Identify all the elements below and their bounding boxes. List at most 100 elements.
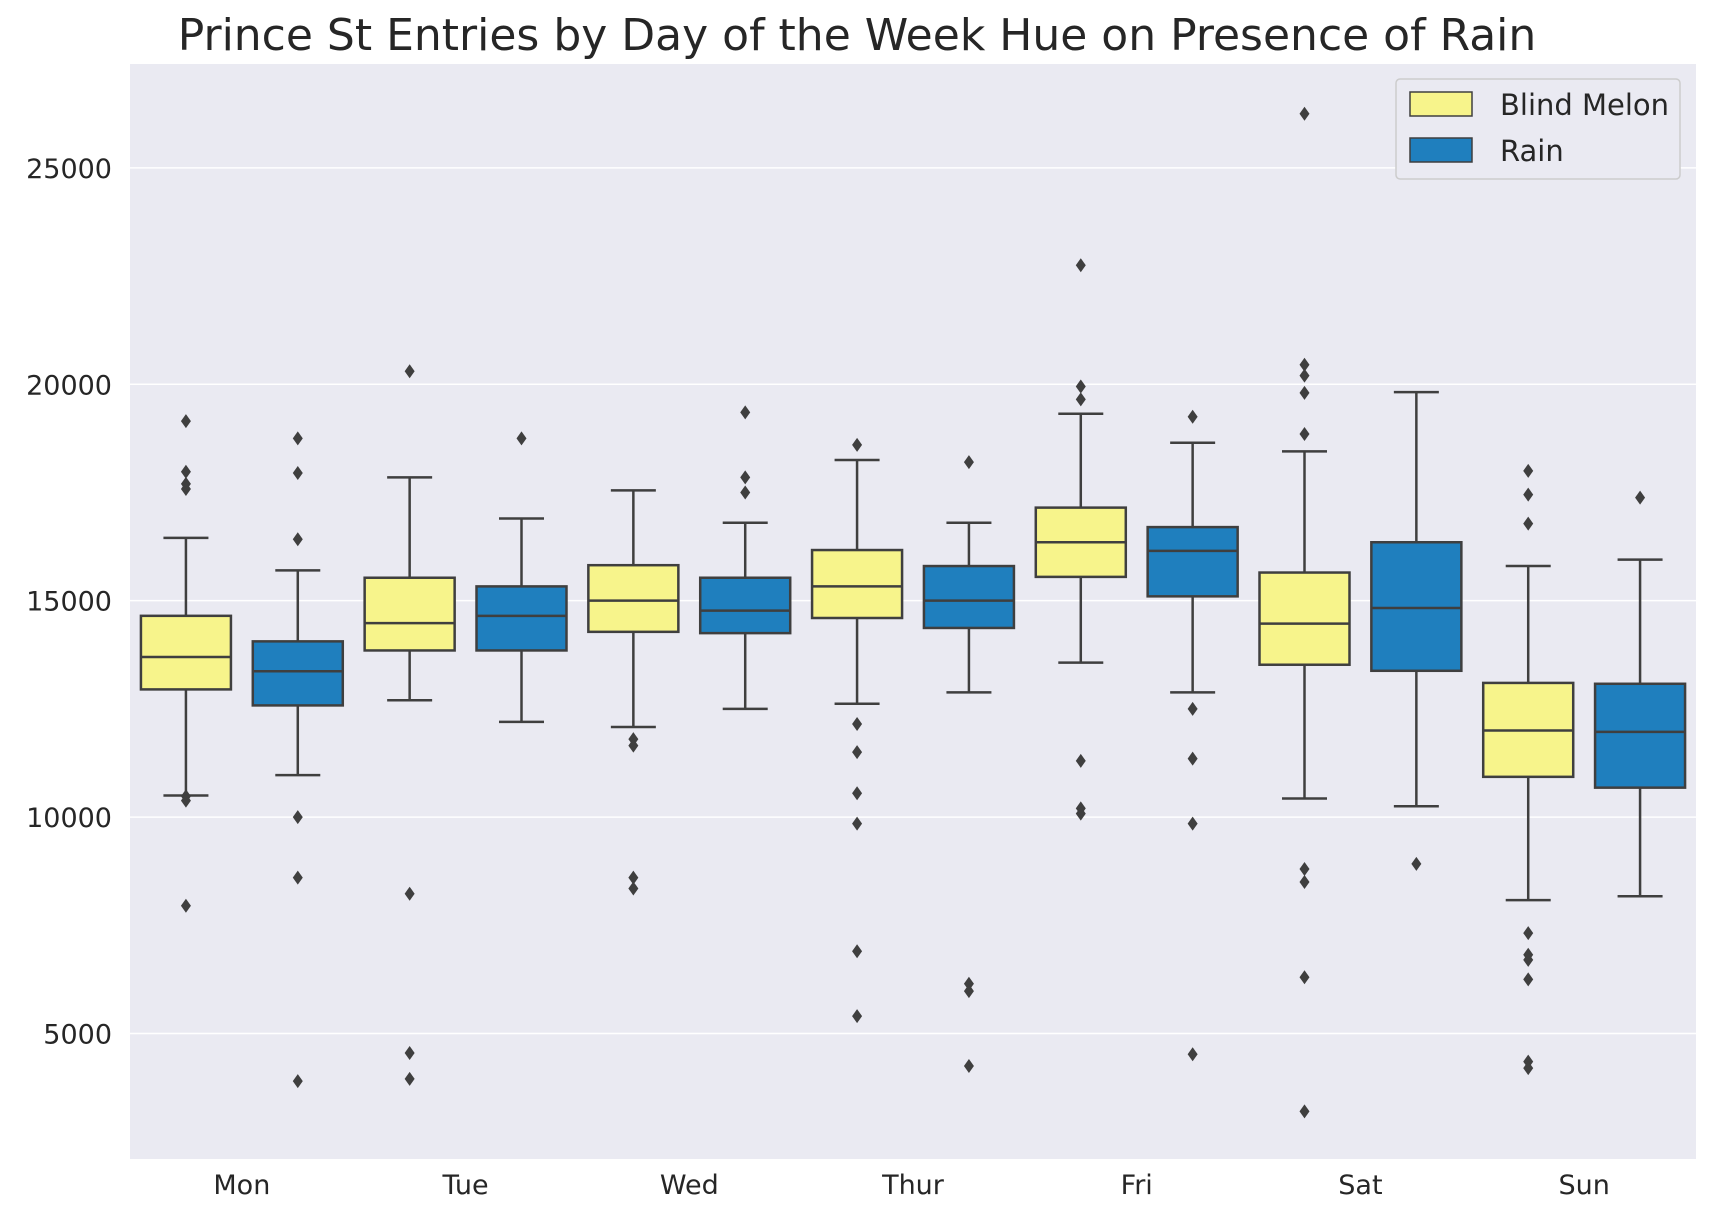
box-rain-sun: [1593, 490, 1687, 898]
outlier-point: [1075, 258, 1086, 273]
outlier-point: [628, 881, 639, 896]
outlier-point: [180, 898, 191, 913]
outlier-point: [404, 1071, 415, 1086]
y-axis-ticks: 5000 10000 15000 20000 25000: [26, 154, 112, 1051]
box-blind-melon-wed: [587, 489, 680, 896]
outlier-point: [1523, 972, 1534, 987]
outlier-point: [1075, 753, 1086, 768]
box-blind-melon-tue: [363, 364, 456, 1086]
outlier-point: [1523, 463, 1534, 478]
outlier-point: [404, 364, 415, 379]
x-tick-label: Mon: [213, 1170, 270, 1201]
outlier-point: [1075, 806, 1086, 821]
outlier-point: [852, 1009, 863, 1024]
iqr-box: [1258, 571, 1351, 666]
outlier-point: [180, 464, 191, 479]
legend-swatch-blind-melon: [1409, 91, 1473, 117]
outlier-point: [292, 810, 303, 825]
box-rain-thur: [922, 455, 1016, 1073]
outlier-point: [1299, 1104, 1310, 1119]
outlier-point: [1523, 952, 1534, 967]
box-blind-melon-fri: [1034, 258, 1128, 821]
boxes: [139, 106, 1687, 1119]
outlier-point: [292, 870, 303, 885]
outlier-point: [1411, 856, 1422, 871]
y-tick-label: 25000: [26, 154, 112, 185]
outlier-point: [1299, 106, 1310, 121]
outlier-point: [292, 431, 303, 446]
iqr-box: [1146, 525, 1239, 598]
y-tick-label: 10000: [26, 803, 112, 834]
outlier-point: [180, 414, 191, 429]
box-rain-tue: [475, 431, 568, 724]
box-blind-melon-sat: [1258, 106, 1351, 1119]
outlier-point: [1523, 926, 1534, 941]
outlier-point: [1299, 427, 1310, 442]
outlier-point: [1299, 385, 1310, 400]
outlier-point: [740, 405, 751, 420]
outlier-point: [1075, 392, 1086, 407]
x-axis-ticks: Mon Tue Wed Thur Fri Sat Sun: [213, 1170, 1609, 1201]
outlier-point: [404, 1045, 415, 1060]
outlier-point: [852, 437, 863, 452]
iqr-box: [587, 563, 680, 634]
outlier-point: [740, 485, 751, 500]
box-blind-melon-mon: [139, 414, 233, 913]
outlier-point: [180, 793, 191, 808]
outlier-point: [963, 976, 974, 991]
x-tick-label: Sun: [1558, 1170, 1609, 1201]
outlier-point: [1523, 487, 1534, 502]
legend-swatch-rain: [1409, 137, 1473, 163]
outlier-point: [516, 431, 527, 446]
outlier-point: [1299, 970, 1310, 985]
outlier-point: [852, 944, 863, 959]
outlier-point: [1075, 379, 1086, 394]
box-rain-wed: [698, 405, 792, 711]
outlier-point: [1523, 1061, 1534, 1076]
iqr-box: [139, 614, 233, 691]
outlier-point: [1187, 816, 1198, 831]
x-tick-label: Thur: [881, 1170, 945, 1201]
legend: Blind Melon Rain: [1395, 78, 1681, 180]
iqr-box: [251, 640, 345, 707]
outlier-point: [740, 470, 751, 485]
outlier-point: [1299, 875, 1310, 890]
y-tick-label: 15000: [26, 587, 112, 618]
x-tick-label: Sat: [1338, 1170, 1382, 1201]
outlier-point: [1299, 357, 1310, 372]
x-tick-label: Tue: [442, 1170, 489, 1201]
outlier-point: [852, 745, 863, 760]
iqr-box: [363, 576, 456, 652]
outlier-point: [628, 870, 639, 885]
iqr-box: [922, 564, 1016, 630]
outlier-point: [628, 738, 639, 753]
y-tick-label: 5000: [43, 1019, 112, 1050]
box-rain-fri: [1146, 409, 1239, 1062]
outlier-point: [292, 466, 303, 481]
outlier-point: [1299, 862, 1310, 877]
iqr-box: [1593, 682, 1687, 789]
outlier-point: [292, 532, 303, 547]
legend-label-blind-melon: Blind Melon: [1500, 88, 1669, 122]
box-blind-melon-thur: [810, 437, 904, 1024]
outlier-point: [1187, 701, 1198, 716]
outlier-point: [1187, 1047, 1198, 1062]
x-tick-label: Wed: [660, 1170, 719, 1201]
outlier-point: [963, 455, 974, 470]
box-blind-melon-sun: [1481, 463, 1575, 1076]
outlier-point: [1187, 751, 1198, 766]
outlier-point: [1635, 490, 1646, 505]
outlier-point: [963, 984, 974, 999]
legend-label-rain: Rain: [1500, 134, 1564, 168]
outlier-point: [852, 717, 863, 732]
iqr-box: [810, 548, 904, 620]
chart-title: Prince St Entries by Day of the Week Hue…: [178, 10, 1537, 61]
x-tick-label: Fri: [1121, 1170, 1153, 1201]
outlier-point: [852, 786, 863, 801]
outlier-point: [1523, 516, 1534, 531]
iqr-box: [698, 576, 792, 635]
y-tick-label: 20000: [26, 370, 112, 401]
outlier-point: [963, 1058, 974, 1073]
